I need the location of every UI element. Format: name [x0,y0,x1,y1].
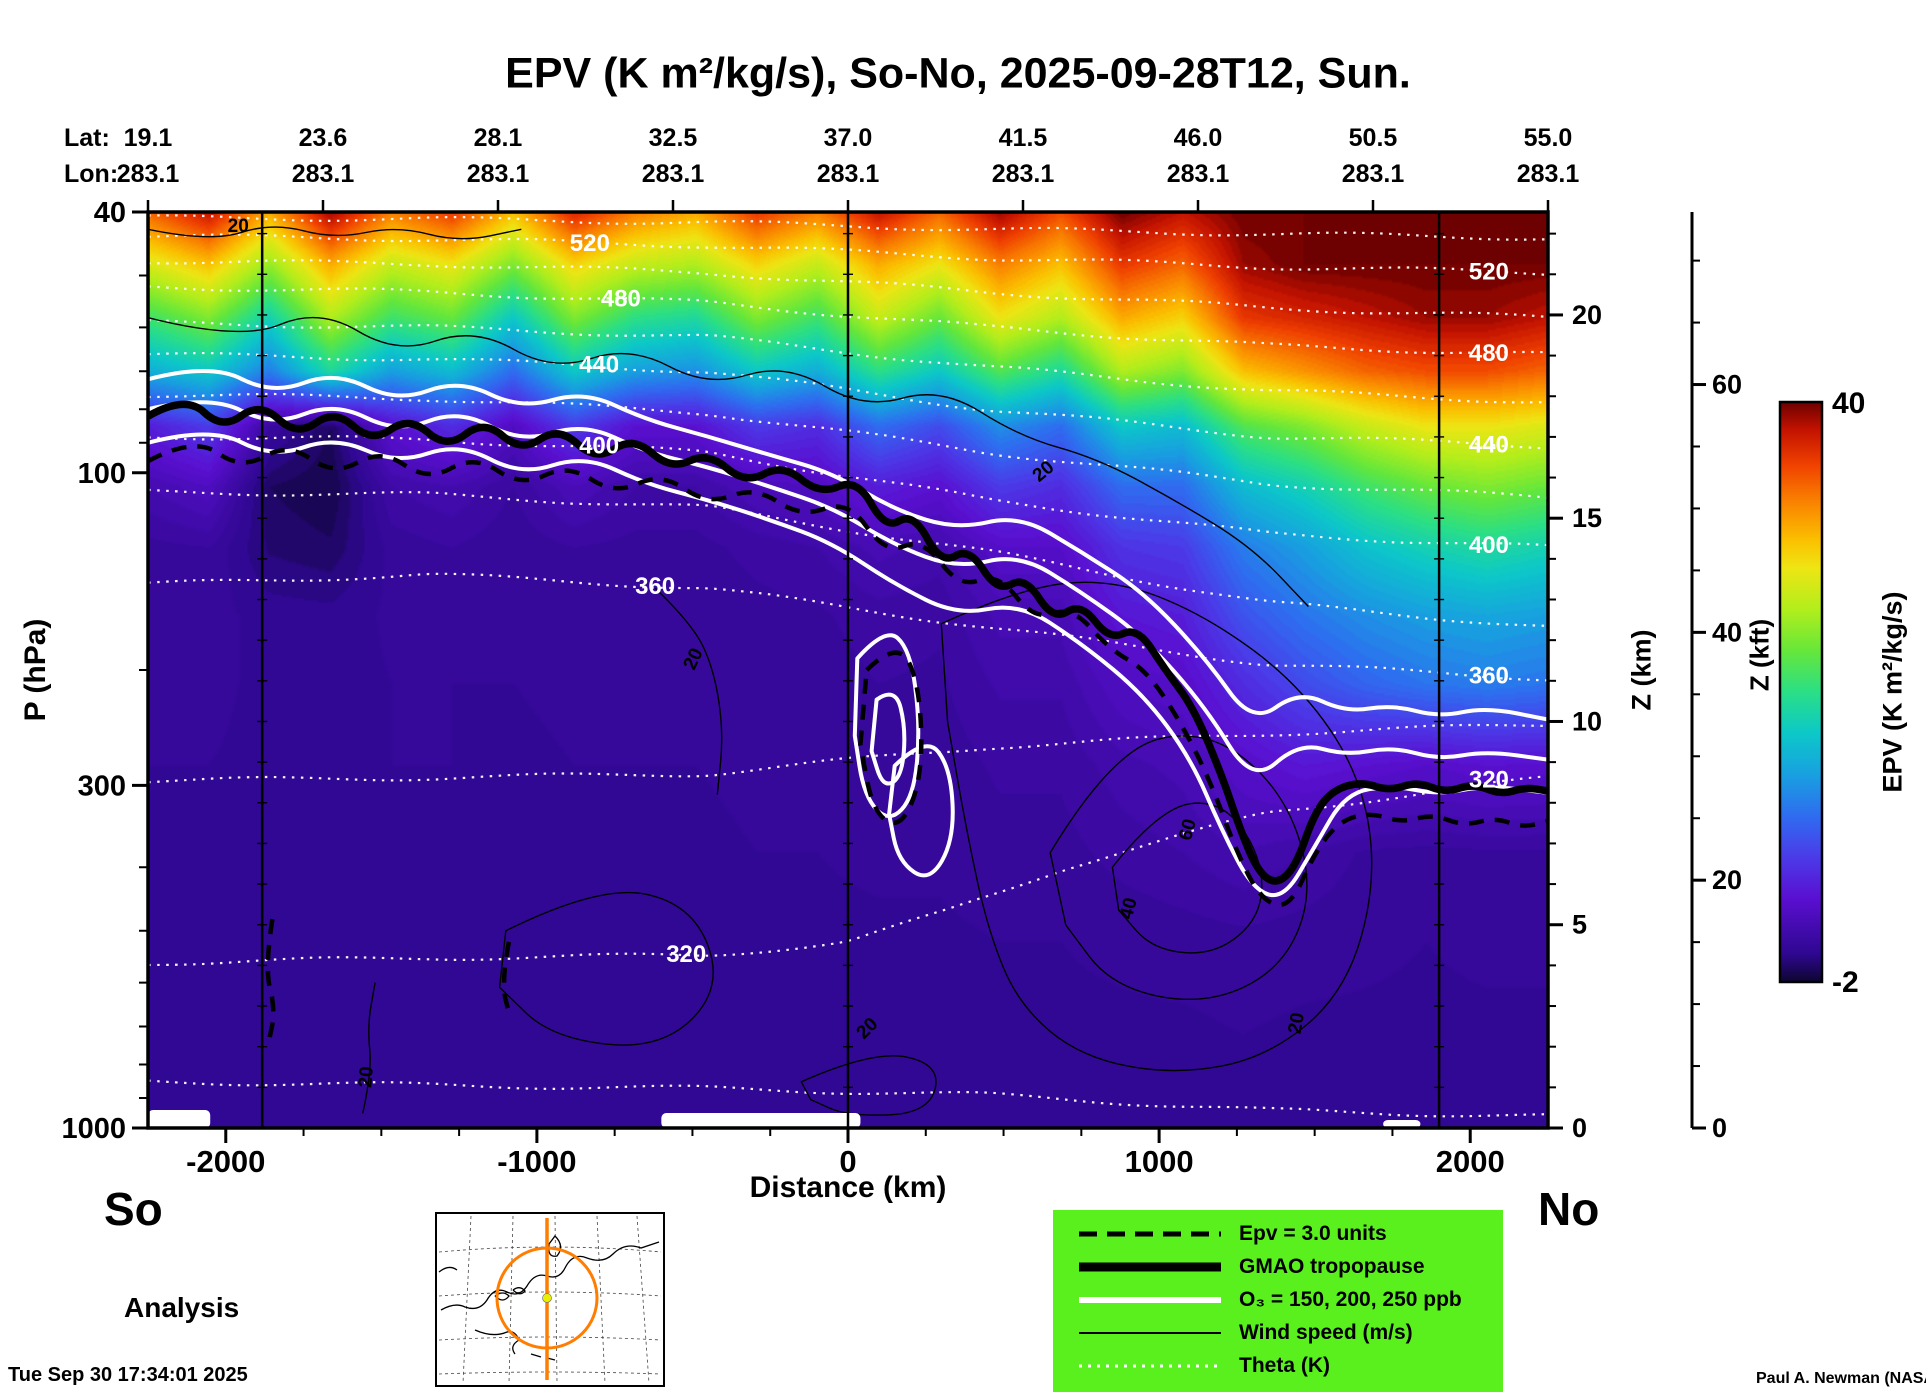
lon-value: 283.1 [991,160,1055,188]
lat-value: 32.5 [648,124,698,152]
legend-item: Theta (K) [1053,1349,1503,1382]
lon-value: 283.1 [1516,160,1580,188]
legend-item-label: O₃ = 150, 200, 250 ppb [1239,1287,1462,1311]
lon-value: 283.1 [1341,160,1405,188]
distance-axis-title: Distance (km) [749,1171,947,1204]
x-tick-label: 2000 [1436,1144,1505,1179]
x-tick-label: -2000 [186,1144,265,1179]
legend-swatch-thin-black [1079,1331,1221,1334]
lat-value: 55.0 [1523,124,1573,152]
zkft-tick-label: 40 [1712,617,1742,647]
lat-label: Lat: [64,124,110,152]
colorbar-title: EPV (K m²/kg/s) [1877,591,1908,793]
legend-item-label: Wind speed (m/s) [1239,1320,1413,1344]
zkft-tick-label: 0 [1712,1113,1727,1143]
legend-item: Epv = 3.0 units [1053,1217,1503,1250]
lat-value: 23.6 [298,124,348,152]
legend: Epv = 3.0 units GMAO tropopause O₃ = 150, … [1053,1210,1503,1392]
zkft-tick-label: 60 [1712,370,1742,400]
lat-value: 50.5 [1348,124,1398,152]
zkm-tick-label: 10 [1572,706,1602,736]
colorbar [1778,400,1824,984]
epv-field-canvas [148,212,1548,1128]
legend-item: GMAO tropopause [1053,1250,1503,1283]
lon-value: 283.1 [1166,160,1230,188]
p-tick-label: 300 [78,770,126,802]
lon-value: 283.1 [641,160,705,188]
x-tick-label: 1000 [1125,1144,1194,1179]
legend-item-label: Theta (K) [1239,1353,1330,1377]
zkft-tick-label: 20 [1712,865,1742,895]
lat-axis-row: Lat: 19.1 23.6 28.1 32.5 37.0 41.5 46.0 50.5 55.… [0,124,1926,154]
lon-axis-row: Lon: 283.1 283.1 283.1 283.1 283.1 283.1 283.1… [0,160,1926,190]
legend-swatch-dashed-black [1079,1231,1221,1236]
inset-graticule [438,1215,662,1384]
pressure-axis-title: P (hPa) [19,618,52,722]
zkm-tick-label: 5 [1572,910,1587,940]
lon-value: 283.1 [116,160,180,188]
zkm-tick-label: 20 [1572,300,1602,330]
zkm-axis-title: Z (km) [1626,629,1657,711]
zkft-axis-title: Z (kft) [1744,618,1775,692]
colorbar-min-label: -2 [1832,966,1859,999]
zkm-tick-label: 15 [1572,503,1602,533]
legend-item: O₃ = 150, 200, 250 ppb [1053,1283,1503,1316]
colorbar-max-label: 40 [1832,387,1866,420]
credit-label: Paul A. Newman (NASA [1756,1370,1926,1387]
legend-item-label: Epv = 3.0 units [1239,1221,1387,1245]
south-endpoint-label: So [104,1183,163,1235]
x-tick-label: -1000 [497,1144,576,1179]
inset-map [435,1212,665,1387]
legend-swatch-white-solid [1079,1296,1221,1303]
plot-title: EPV (K m²/kg/s), So-No, 2025-09-28T12, S… [505,49,1411,98]
lat-value: 46.0 [1173,124,1223,152]
p-tick-label: 1000 [61,1113,126,1145]
lat-value: 28.1 [473,124,523,152]
legend-swatch-thick-black [1079,1262,1221,1271]
inset-coastlines [438,1235,660,1361]
generation-timestamp: Tue Sep 30 17:34:01 2025 [8,1364,248,1386]
north-endpoint-label: No [1538,1183,1600,1235]
waypoint-marker [542,1293,552,1303]
p-tick-label: 40 [94,197,126,229]
lon-label: Lon: [64,160,119,188]
analysis-label: Analysis [124,1292,240,1323]
lat-value: 41.5 [998,124,1048,152]
legend-item: Wind speed (m/s) [1053,1316,1503,1349]
lat-value: 37.0 [823,124,873,152]
lat-value: 19.1 [123,124,173,152]
legend-item-label: GMAO tropopause [1239,1254,1425,1278]
lon-value: 283.1 [291,160,355,188]
cross-section-circle [495,1246,599,1350]
lon-value: 283.1 [466,160,530,188]
legend-swatch-dotted-white [1079,1364,1221,1367]
zkm-tick-label: 0 [1572,1113,1587,1143]
lon-value: 283.1 [816,160,880,188]
p-tick-label: 100 [78,458,126,490]
